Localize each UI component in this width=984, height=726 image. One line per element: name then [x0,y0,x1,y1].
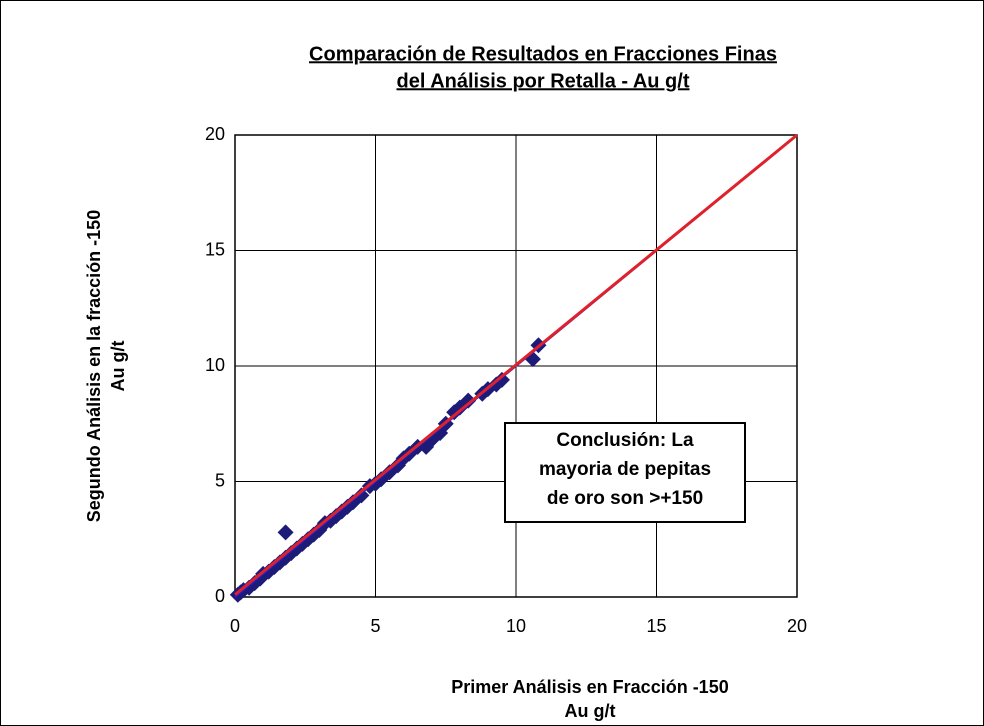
x-tick-label: 5 [370,616,380,636]
point [246,575,263,592]
x-tick-label: 10 [506,616,526,636]
y-axis-label: Au g/t [108,341,128,392]
annotation: Conclusión: La [556,430,694,451]
point [493,371,510,388]
annotation: de oro son >+150 [547,488,703,509]
x-tick-label: 20 [787,616,807,636]
chart-title: del Análisis por Retalla - Au g/t [396,70,689,92]
x-axis-label: Primer Análisis en Fracción -150 [451,677,728,697]
x-axis-label: Au g/t [565,701,616,721]
line [234,133,798,596]
y-tick-label: 20 [205,124,225,144]
point [460,392,477,409]
annotation: mayoria de pepitas [539,459,711,480]
y-axis-label: Segundo Análisis en la fracción -150 [84,210,104,522]
y-tick-label: 0 [215,586,225,606]
x-tick-label: 0 [230,616,240,636]
y-tick-label: 15 [205,239,225,259]
point [353,487,370,504]
plot-border [234,134,798,598]
y-tick-label: 10 [205,355,225,375]
annotation-box [504,422,746,523]
y-tick-label: 5 [215,470,225,490]
chart-title: Comparación de Resultados en Fracciones … [309,43,777,65]
point [277,524,294,541]
x-tick-label: 15 [646,616,666,636]
